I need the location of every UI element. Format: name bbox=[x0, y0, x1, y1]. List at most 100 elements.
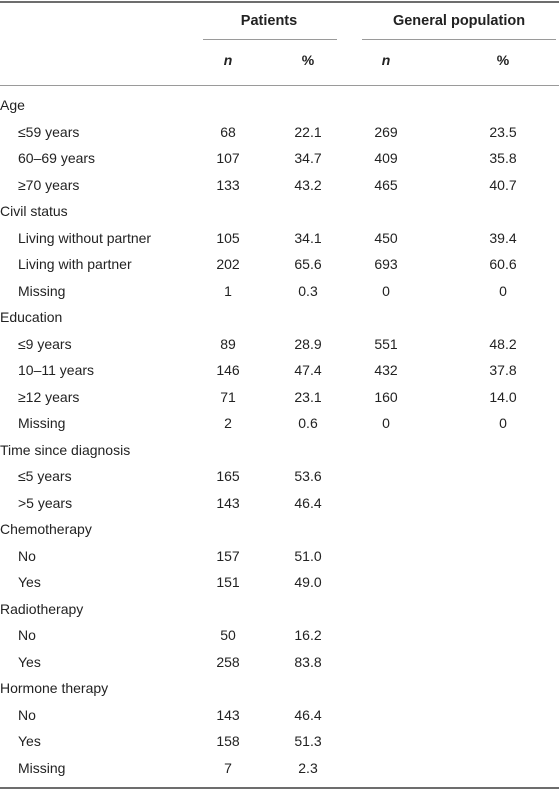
row-label: Living with partner bbox=[18, 256, 132, 273]
table-row: ≤9 years 89 28.9 551 48.2 bbox=[0, 331, 559, 358]
category-label: Civil status bbox=[0, 203, 68, 220]
patients-pct-cell: 53.6 bbox=[294, 468, 322, 485]
patients-n-cell: 107 bbox=[216, 150, 240, 167]
bottom-rule bbox=[0, 787, 559, 789]
general-n-cell bbox=[358, 755, 414, 782]
patients-pct-cell: 16.2 bbox=[294, 627, 322, 644]
patients-n-cell: 165 bbox=[216, 468, 240, 485]
general-pct-cell bbox=[475, 728, 531, 755]
patients-pct-cell: 34.1 bbox=[294, 229, 322, 246]
general-span-rule bbox=[362, 39, 556, 40]
subheader-patients-n: n bbox=[223, 52, 233, 68]
category-row: Radiotherapy bbox=[0, 596, 559, 623]
patients-n-cell: 50 bbox=[220, 627, 236, 644]
table-row: ≥12 years 71 23.1 160 14.0 bbox=[0, 384, 559, 411]
general-n-cell: 450 bbox=[374, 229, 398, 246]
general-pct-cell: 35.8 bbox=[489, 150, 517, 167]
patients-n-cell: 151 bbox=[216, 574, 240, 591]
category-label: Age bbox=[0, 97, 25, 114]
row-label: >5 years bbox=[18, 494, 73, 511]
table-row: ≤59 years 68 22.1 269 23.5 bbox=[0, 119, 559, 146]
patients-n-cell: 146 bbox=[216, 362, 240, 379]
category-label: Chemotherapy bbox=[0, 521, 92, 538]
row-label: Missing bbox=[18, 282, 66, 299]
table-row: ≤5 years 165 53.6 bbox=[0, 463, 559, 490]
general-n-cell: 160 bbox=[374, 388, 398, 405]
subheader-general-n: n bbox=[381, 52, 391, 68]
category-label: Time since diagnosis bbox=[0, 441, 131, 458]
patients-n-cell: 157 bbox=[216, 547, 240, 564]
patients-pct-cell: 47.4 bbox=[294, 362, 322, 379]
category-label: Hormone therapy bbox=[0, 680, 109, 697]
table-row: 60–69 years 107 34.7 409 35.8 bbox=[0, 145, 559, 172]
row-label: No bbox=[18, 706, 36, 723]
table-row: ≥70 years 133 43.2 465 40.7 bbox=[0, 172, 559, 199]
patients-n-cell: 1 bbox=[224, 282, 232, 299]
table-row: >5 years 143 46.4 bbox=[0, 490, 559, 517]
general-n-cell: 0 bbox=[382, 282, 390, 299]
patients-pct-cell: 51.0 bbox=[294, 547, 322, 564]
patients-n-cell: 158 bbox=[216, 733, 240, 750]
general-n-cell: 465 bbox=[374, 176, 398, 193]
general-n-cell: 269 bbox=[374, 123, 398, 140]
general-n-cell bbox=[358, 702, 414, 729]
category-row: Hormone therapy bbox=[0, 675, 559, 702]
row-label: Yes bbox=[18, 574, 41, 591]
patients-pct-cell: 46.4 bbox=[294, 706, 322, 723]
general-pct-cell: 60.6 bbox=[489, 256, 517, 273]
header-bottom-rule bbox=[0, 85, 559, 86]
general-n-cell bbox=[358, 622, 414, 649]
row-label: Yes bbox=[18, 653, 41, 670]
general-pct-cell bbox=[475, 569, 531, 596]
general-pct-cell bbox=[475, 702, 531, 729]
category-label: Education bbox=[0, 309, 63, 326]
table-row: Missing 1 0.3 0 0 bbox=[0, 278, 559, 305]
general-n-cell: 551 bbox=[374, 335, 398, 352]
table-row: No 157 51.0 bbox=[0, 543, 559, 570]
table-row: No 143 46.4 bbox=[0, 702, 559, 729]
header-general-population: General population bbox=[392, 13, 526, 29]
general-n-cell bbox=[358, 490, 414, 517]
patients-pct-cell: 65.6 bbox=[294, 256, 322, 273]
patients-n-cell: 68 bbox=[220, 123, 236, 140]
row-label: Missing bbox=[18, 415, 66, 432]
patients-n-cell: 105 bbox=[216, 229, 240, 246]
patients-n-cell: 71 bbox=[220, 388, 236, 405]
general-pct-cell: 37.8 bbox=[489, 362, 517, 379]
table-row: Missing 7 2.3 bbox=[0, 755, 559, 782]
row-label: ≤59 years bbox=[18, 123, 80, 140]
general-pct-cell: 23.5 bbox=[489, 123, 517, 140]
general-pct-cell: 40.7 bbox=[489, 176, 517, 193]
patients-n-cell: 143 bbox=[216, 706, 240, 723]
patients-n-cell: 2 bbox=[224, 415, 232, 432]
row-label: Living without partner bbox=[18, 229, 152, 246]
header-patients: Patients bbox=[240, 13, 298, 29]
patients-pct-cell: 83.8 bbox=[294, 653, 322, 670]
row-label: No bbox=[18, 627, 36, 644]
subheader-general-pct: % bbox=[496, 52, 510, 68]
row-label: 10–11 years bbox=[18, 362, 95, 379]
patients-n-cell: 202 bbox=[216, 256, 240, 273]
general-pct-cell: 39.4 bbox=[489, 229, 517, 246]
table-row: Yes 158 51.3 bbox=[0, 728, 559, 755]
category-row: Time since diagnosis bbox=[0, 437, 559, 464]
row-label: ≥70 years bbox=[18, 176, 80, 193]
patients-pct-cell: 49.0 bbox=[294, 574, 322, 591]
table-row: Missing 2 0.6 0 0 bbox=[0, 410, 559, 437]
table-row: Living without partner 105 34.1 450 39.4 bbox=[0, 225, 559, 252]
category-row: Chemotherapy bbox=[0, 516, 559, 543]
patients-pct-cell: 34.7 bbox=[294, 150, 322, 167]
patients-n-cell: 89 bbox=[220, 335, 236, 352]
patients-pct-cell: 46.4 bbox=[294, 494, 322, 511]
table-row: 10–11 years 146 47.4 432 37.8 bbox=[0, 357, 559, 384]
general-pct-cell bbox=[475, 543, 531, 570]
general-n-cell: 432 bbox=[374, 362, 398, 379]
patients-n-cell: 258 bbox=[216, 653, 240, 670]
general-n-cell: 409 bbox=[374, 150, 398, 167]
general-pct-cell: 48.2 bbox=[489, 335, 517, 352]
patients-pct-cell: 23.1 bbox=[294, 388, 322, 405]
patients-pct-cell: 2.3 bbox=[298, 759, 318, 776]
patients-span-rule bbox=[203, 39, 337, 40]
general-n-cell bbox=[358, 569, 414, 596]
